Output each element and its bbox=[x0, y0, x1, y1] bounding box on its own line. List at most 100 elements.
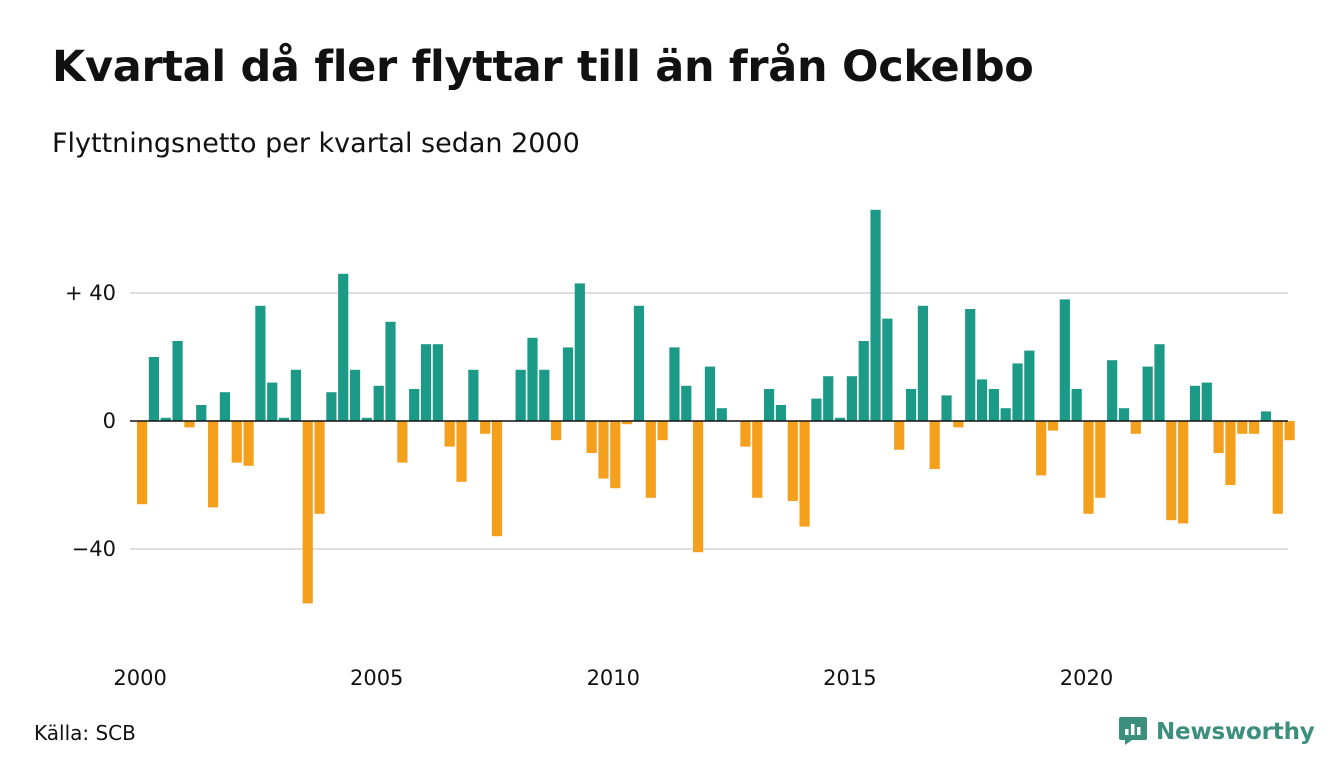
bar-2013-Q3 bbox=[775, 405, 787, 421]
bar-2019-Q3 bbox=[1059, 299, 1070, 421]
bar-2002-Q4 bbox=[267, 382, 278, 421]
brand-logo: Newsworthy bbox=[1118, 714, 1315, 750]
bar-2009-Q3 bbox=[586, 421, 597, 453]
bar-2008-Q2 bbox=[527, 337, 538, 421]
bar-2017-Q4 bbox=[976, 379, 988, 421]
bar-2015-Q4 bbox=[882, 318, 893, 421]
gridlines bbox=[130, 292, 1288, 550]
bar-2014-Q4 bbox=[834, 417, 846, 421]
bar-2006-Q3 bbox=[444, 421, 455, 447]
bar-2004-Q3 bbox=[349, 369, 361, 421]
bar-2019-Q4 bbox=[1071, 389, 1082, 421]
bar-2022-Q3 bbox=[1201, 382, 1212, 421]
newsworthy-logo-icon bbox=[1118, 714, 1148, 750]
x-tick-label: 2000 bbox=[113, 666, 166, 690]
bar-2006-Q4 bbox=[456, 421, 467, 482]
bar-2001-Q1 bbox=[184, 421, 195, 428]
bar-2000-Q4 bbox=[172, 341, 183, 421]
bar-2014-Q1 bbox=[799, 421, 810, 527]
bar-2005-Q4 bbox=[409, 389, 420, 421]
bar-2020-Q1 bbox=[1083, 421, 1094, 514]
bar-2016-Q2 bbox=[905, 389, 917, 421]
bar-2021-Q3 bbox=[1154, 344, 1165, 421]
bar-2005-Q2 bbox=[385, 321, 396, 421]
bar-2022-Q4 bbox=[1213, 421, 1224, 453]
bar-2006-Q2 bbox=[432, 344, 443, 421]
bar-2016-Q4 bbox=[929, 421, 940, 469]
bar-2008-Q3 bbox=[539, 369, 550, 421]
bar-2021-Q1 bbox=[1130, 421, 1141, 434]
bar-2015-Q1 bbox=[846, 376, 857, 421]
bar-2011-Q2 bbox=[669, 347, 680, 421]
bar-2012-Q1 bbox=[704, 366, 716, 421]
bar-2000-Q2 bbox=[148, 357, 160, 421]
bar-2007-Q2 bbox=[480, 421, 491, 434]
bar-2005-Q3 bbox=[397, 421, 408, 463]
x-axis-labels: 2000 2005 2010 2015 2020 bbox=[113, 666, 1113, 690]
bar-2009-Q4 bbox=[598, 421, 609, 479]
bar-2007-Q3 bbox=[491, 421, 503, 537]
y-tick-label: 0 bbox=[103, 409, 116, 433]
chart-subtitle: Flyttningsnetto per kvartal sedan 2000 bbox=[52, 128, 580, 159]
x-tick-label: 2020 bbox=[1060, 666, 1113, 690]
bar-2023-Q2 bbox=[1237, 421, 1248, 434]
bar-2017-Q2 bbox=[953, 421, 964, 428]
bar-2011-Q4 bbox=[693, 421, 704, 553]
bar-2014-Q3 bbox=[823, 376, 834, 421]
bar-2007-Q1 bbox=[468, 369, 479, 421]
bar-2002-Q1 bbox=[231, 421, 242, 463]
bar-2012-Q4 bbox=[740, 421, 751, 447]
bar-2010-Q3 bbox=[633, 305, 645, 421]
bar-2018-Q1 bbox=[988, 389, 999, 421]
bar-2016-Q3 bbox=[917, 305, 928, 421]
bar-2011-Q3 bbox=[681, 385, 692, 421]
source-note: Källa: SCB bbox=[34, 721, 136, 745]
bar-2000-Q1 bbox=[137, 421, 148, 505]
x-tick-label: 2010 bbox=[587, 666, 640, 690]
bar-2015-Q2 bbox=[858, 341, 869, 421]
bar-2020-Q2 bbox=[1095, 421, 1106, 498]
x-tick-label: 2015 bbox=[823, 666, 876, 690]
bar-2009-Q1 bbox=[562, 347, 574, 421]
bar-2011-Q1 bbox=[657, 421, 668, 441]
bar-2024-Q1 bbox=[1272, 421, 1283, 514]
bar-2003-Q1 bbox=[278, 417, 290, 421]
bar-2004-Q2 bbox=[338, 273, 349, 421]
bar-2001-Q3 bbox=[207, 421, 219, 508]
bar-2024-Q2 bbox=[1284, 421, 1295, 441]
bar-2014-Q2 bbox=[811, 398, 822, 421]
bar-2008-Q4 bbox=[551, 421, 562, 441]
bar-2019-Q2 bbox=[1047, 421, 1059, 431]
bar-2002-Q3 bbox=[255, 305, 266, 421]
bar-2010-Q4 bbox=[645, 421, 656, 498]
bar-2018-Q4 bbox=[1024, 350, 1035, 421]
bar-2013-Q4 bbox=[787, 421, 798, 501]
bar-2021-Q4 bbox=[1166, 421, 1177, 521]
bar-2022-Q1 bbox=[1178, 421, 1189, 524]
chart-title: Kvartal då fler flyttar till än från Ock… bbox=[52, 42, 1034, 92]
bar-2003-Q4 bbox=[314, 421, 325, 514]
bar-2004-Q4 bbox=[361, 417, 372, 421]
bar-2013-Q2 bbox=[763, 389, 775, 421]
bar-2013-Q1 bbox=[752, 421, 763, 498]
bar-2017-Q3 bbox=[965, 309, 976, 421]
bar-2015-Q3 bbox=[870, 209, 881, 421]
bar-2001-Q4 bbox=[219, 392, 231, 421]
bar-chart: + 40 0 −40 2000 2005 2010 2015 2020 bbox=[65, 209, 1295, 690]
bar-2010-Q2 bbox=[622, 421, 633, 425]
bar-2018-Q2 bbox=[1000, 408, 1011, 421]
bar-2003-Q2 bbox=[290, 369, 301, 421]
bar-2008-Q1 bbox=[515, 369, 526, 421]
bar-2023-Q4 bbox=[1260, 411, 1272, 421]
bar-2023-Q1 bbox=[1225, 421, 1236, 485]
bar-2000-Q3 bbox=[160, 417, 171, 421]
bar-2016-Q1 bbox=[894, 421, 905, 450]
bar-2010-Q1 bbox=[610, 421, 621, 489]
bar-2004-Q1 bbox=[326, 392, 337, 421]
bars bbox=[137, 209, 1295, 604]
bar-2002-Q2 bbox=[243, 421, 254, 466]
bar-2020-Q3 bbox=[1107, 360, 1118, 421]
bar-2012-Q2 bbox=[716, 408, 727, 421]
y-tick-label: −40 bbox=[72, 537, 116, 561]
bar-2005-Q1 bbox=[373, 385, 384, 421]
